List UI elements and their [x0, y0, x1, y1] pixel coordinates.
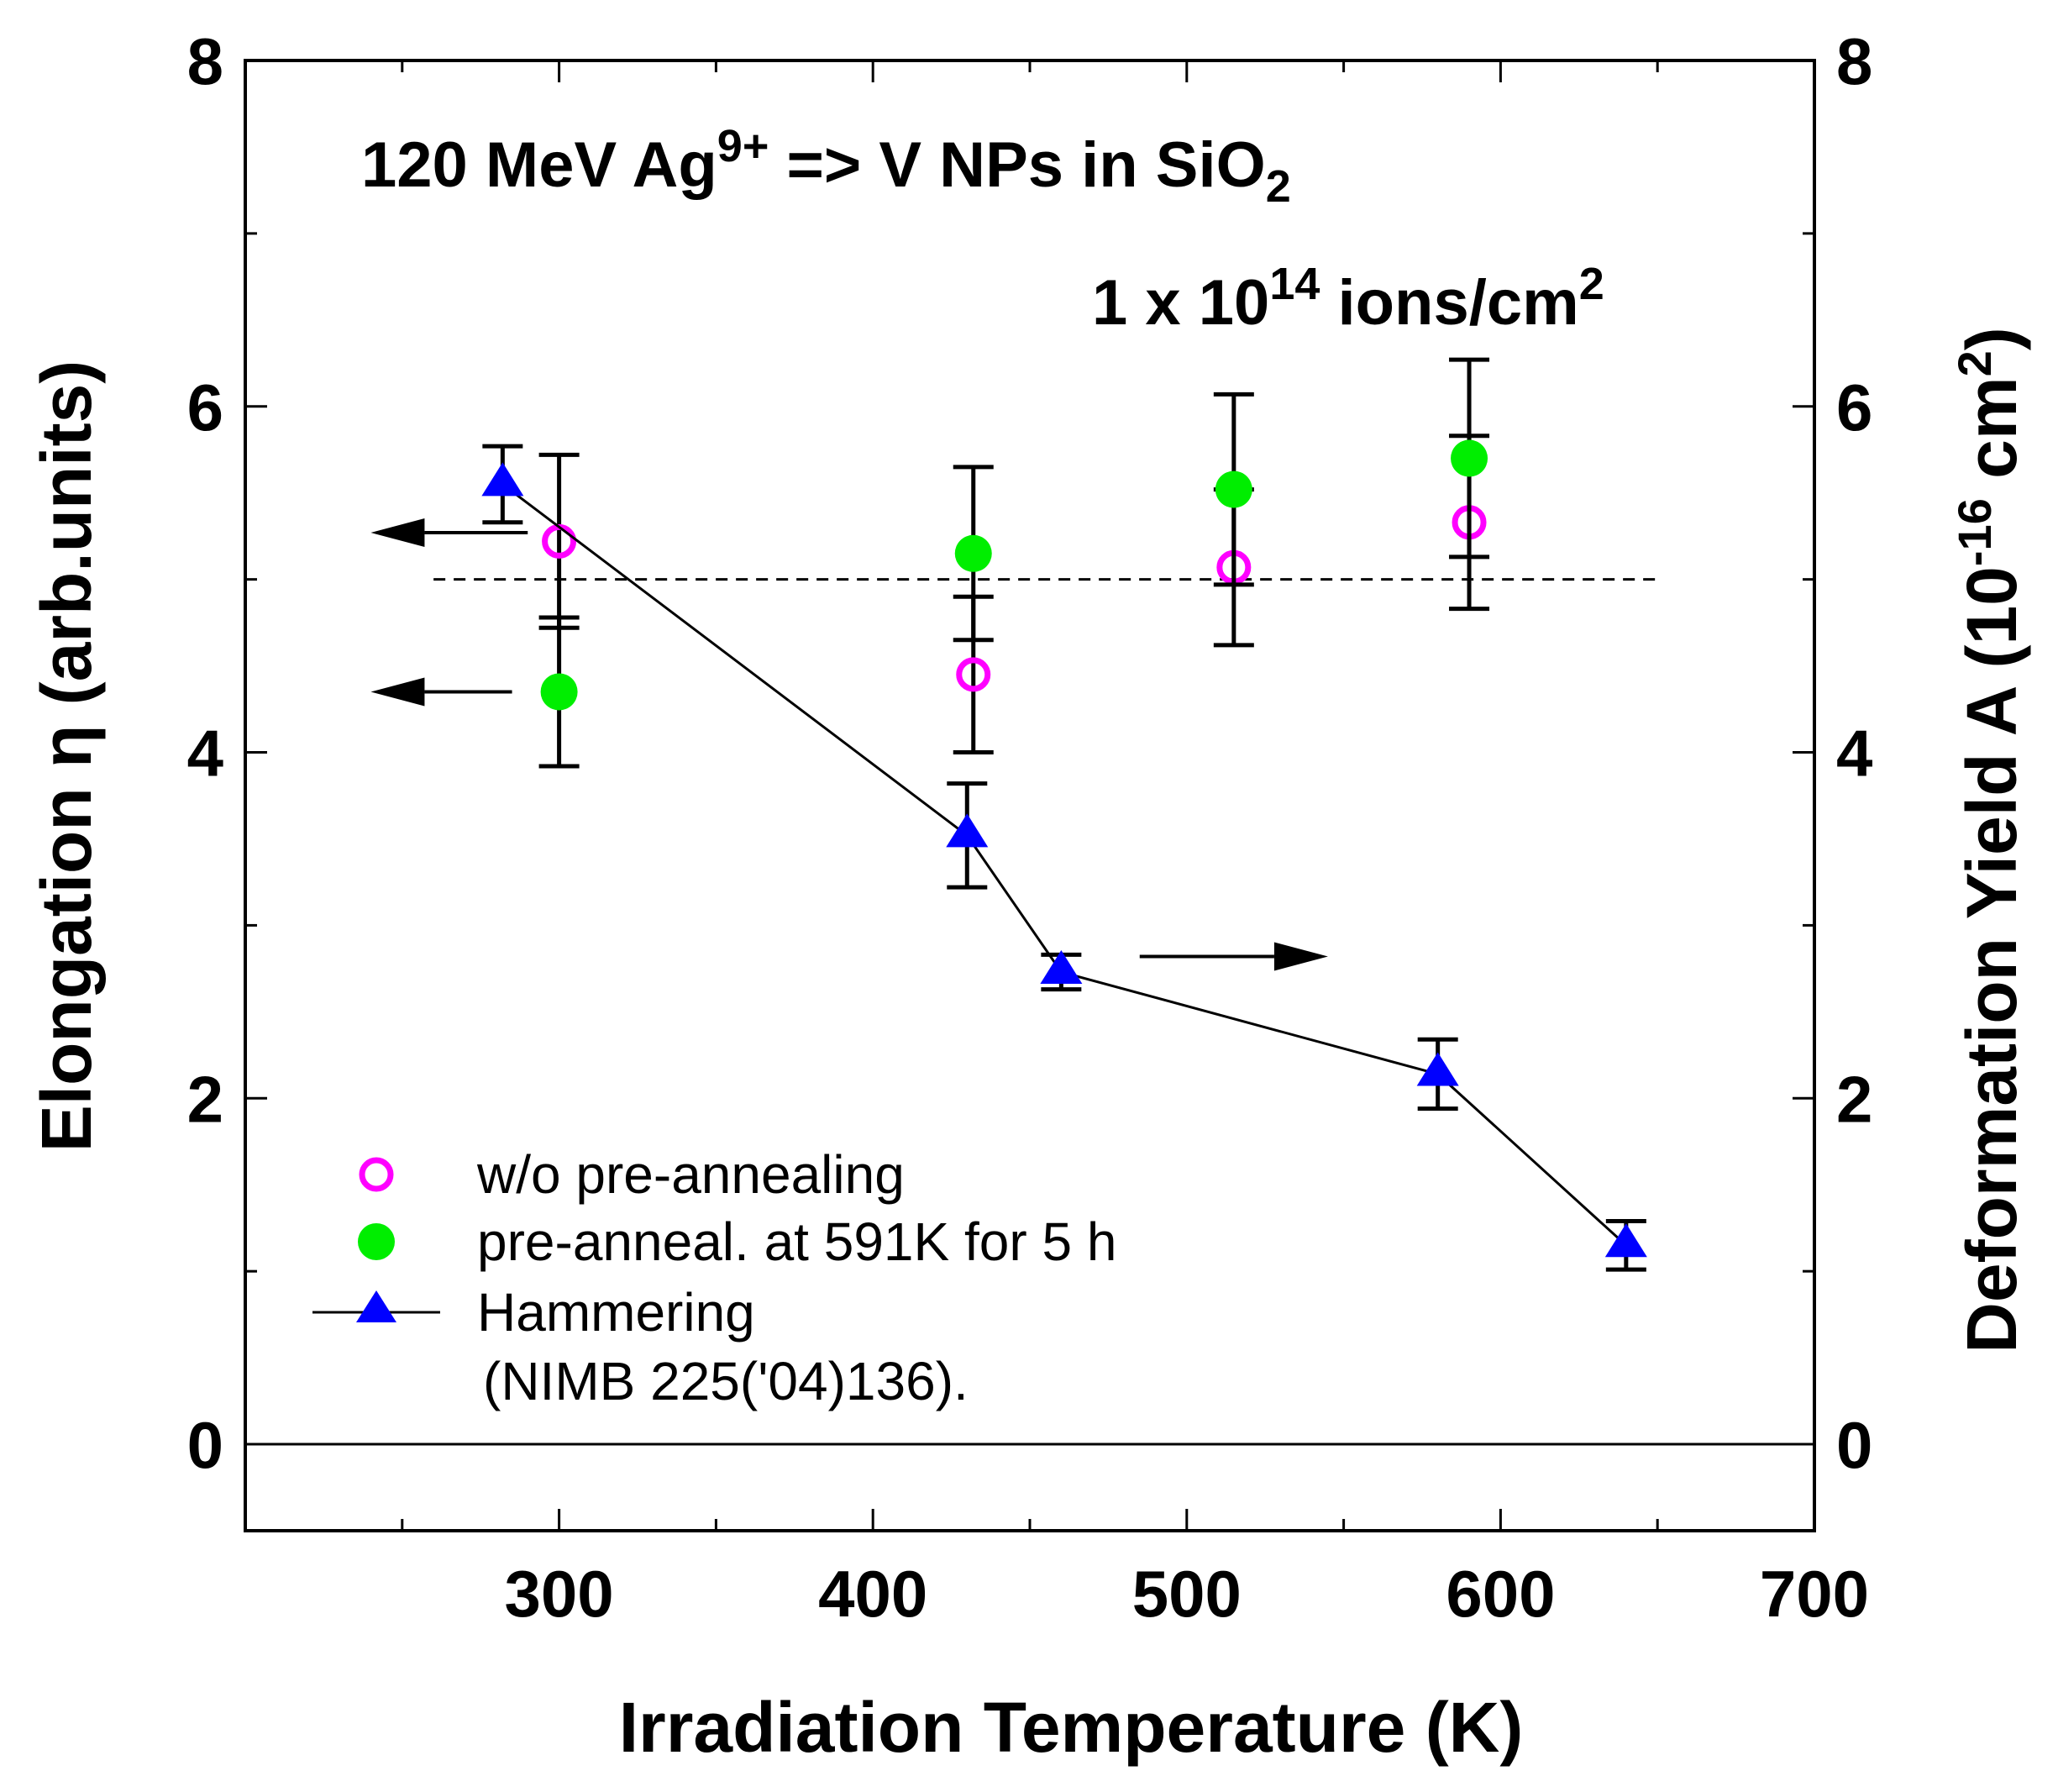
ticks-group: 300 400 500 600 700 0 0 2 2 4 4 6 6 8 8: [187, 24, 1873, 1631]
arrow-head: [370, 677, 425, 707]
data-point-triangle: [1040, 950, 1083, 984]
series-open-circle: [538, 434, 1490, 755]
arrows-group: [370, 518, 1328, 971]
x-tick-label: 500: [1132, 1557, 1242, 1631]
legend-label-hammering: Hammering: [477, 1282, 755, 1343]
y-tick-label-right: 6: [1836, 370, 1872, 444]
x-tick-label: 600: [1446, 1557, 1555, 1631]
legend-marker-open-circle: [359, 1157, 394, 1192]
y-tick-label-left: 8: [187, 24, 223, 98]
arrow-head: [370, 518, 425, 548]
y-tick-label-right: 8: [1836, 24, 1872, 98]
legend-label-without-preannealing: w/o pre-annealing: [476, 1144, 905, 1205]
legend-label-preannealed: pre-anneal. at 591K for 5 h: [477, 1211, 1116, 1272]
series-filled-circle: [538, 357, 1490, 769]
x-tick-label: 400: [818, 1557, 927, 1631]
y-tick-label-right: 0: [1836, 1408, 1872, 1482]
x-axis-title: Irradiation Temperature (K): [619, 1688, 1524, 1767]
y-axis-title-left: Elongation η (arb.units): [27, 360, 106, 1153]
data-point-filled-circle: [540, 673, 578, 711]
arrow-head: [1273, 942, 1328, 971]
fluence-label: 1 x 1014 ions/cm2: [1092, 259, 1604, 339]
y-tick-label-left: 6: [187, 370, 223, 444]
series-line-hammering: [501, 483, 1627, 1247]
y-tick-label-right: 2: [1836, 1062, 1872, 1136]
data-point-open-circle: [956, 657, 991, 692]
series-group: [481, 357, 1647, 1272]
data-point-triangle: [1604, 1223, 1647, 1258]
x-tick-label: 300: [505, 1557, 614, 1631]
data-point-filled-circle: [1451, 439, 1488, 477]
data-point-triangle: [1416, 1052, 1459, 1086]
x-tick-label: 700: [1760, 1557, 1869, 1631]
y-tick-label-right: 4: [1836, 717, 1872, 791]
y-tick-label-left: 4: [187, 717, 223, 791]
series-filled-triangle: [481, 444, 1647, 1272]
legend: w/o pre-annealing pre-anneal. at 591K fo…: [312, 1144, 1116, 1411]
chart-title: 120 MeV Ag9+ => V NPs in SiO2: [361, 121, 1291, 212]
data-point-filled-circle: [954, 534, 992, 572]
data-point-triangle: [946, 813, 989, 848]
data-point-triangle: [481, 462, 524, 497]
legend-label-hammering-ref: (NIMB 225('04)136).: [483, 1351, 969, 1411]
data-point-filled-circle: [1215, 470, 1252, 508]
legend-marker-filled-circle: [358, 1223, 395, 1260]
y-tick-label-left: 2: [187, 1062, 223, 1136]
y-axis-title-right: Deformation Yield A (10-16 cm2): [1948, 327, 2031, 1353]
legend-marker-triangle: [356, 1290, 396, 1322]
y-tick-label-left: 0: [187, 1408, 223, 1482]
reference-lines: [245, 578, 1814, 1446]
